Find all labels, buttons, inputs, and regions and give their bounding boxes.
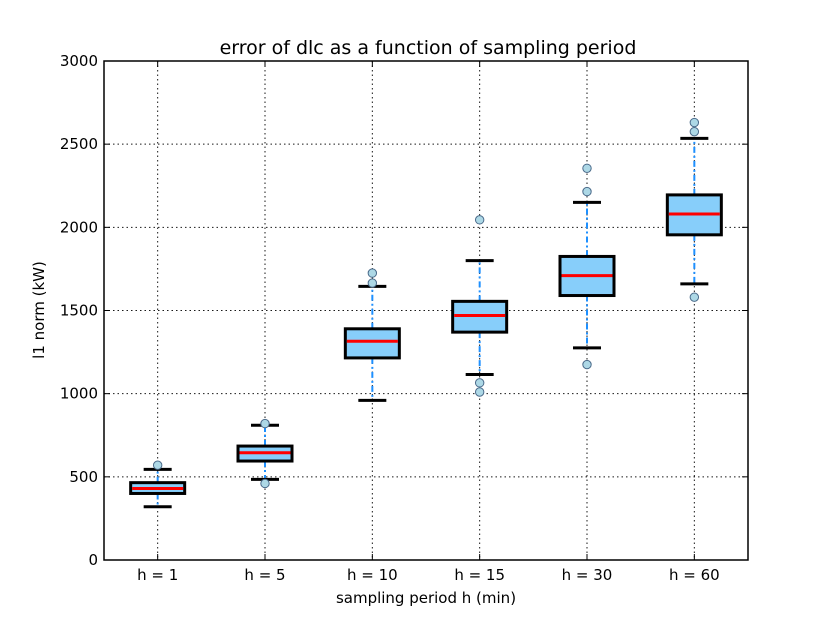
outlier-point [260, 478, 270, 489]
box-group [558, 163, 616, 370]
x-tick-label: h = 30 [562, 566, 613, 584]
y-axis-label: l1 norm (kW) [30, 261, 48, 359]
y-tick-label: 0 [88, 551, 98, 569]
axes: 0 500 1000 1500 2000 2500 3000 h = 1 h = 5 h = 10… [60, 52, 748, 584]
outlier-point [152, 460, 163, 470]
box-group [129, 460, 187, 509]
outlier-point [474, 387, 485, 397]
x-axis-label: sampling period h (min) [336, 589, 516, 607]
outlier-point [582, 186, 592, 197]
plot-area [129, 117, 723, 509]
outlier-point [689, 292, 700, 302]
y-tick-label: 1000 [60, 385, 98, 403]
y-tick-label: 3000 [60, 52, 98, 70]
box-group [343, 268, 401, 402]
outlier-point [582, 163, 592, 173]
outlier-point [474, 215, 485, 225]
box-group [665, 117, 723, 302]
outlier-point [474, 378, 485, 388]
outlier-point [689, 126, 700, 137]
y-tick-label: 2000 [60, 218, 98, 236]
outlier-point [367, 268, 378, 278]
x-tick-label: h = 10 [347, 566, 398, 584]
x-tick-label: h = 5 [244, 566, 285, 584]
y-tick-label: 1500 [60, 302, 98, 320]
grid-lines [104, 61, 748, 560]
y-tick-label: 500 [69, 468, 98, 486]
box-iqr [343, 327, 401, 360]
box-group [451, 215, 509, 397]
outlier-point [260, 418, 270, 429]
x-tick-label: h = 60 [669, 566, 720, 584]
outlier-point [582, 359, 592, 370]
plot-frame [103, 60, 749, 561]
x-tick-label: h = 1 [137, 566, 178, 584]
outlier-point [689, 117, 700, 128]
y-tick-label: 2500 [60, 135, 98, 153]
box-group [236, 418, 294, 489]
chart-title: error of dlc as a function of sampling p… [220, 37, 637, 59]
x-tick-label: h = 15 [454, 566, 505, 584]
outlier-point [367, 278, 378, 288]
